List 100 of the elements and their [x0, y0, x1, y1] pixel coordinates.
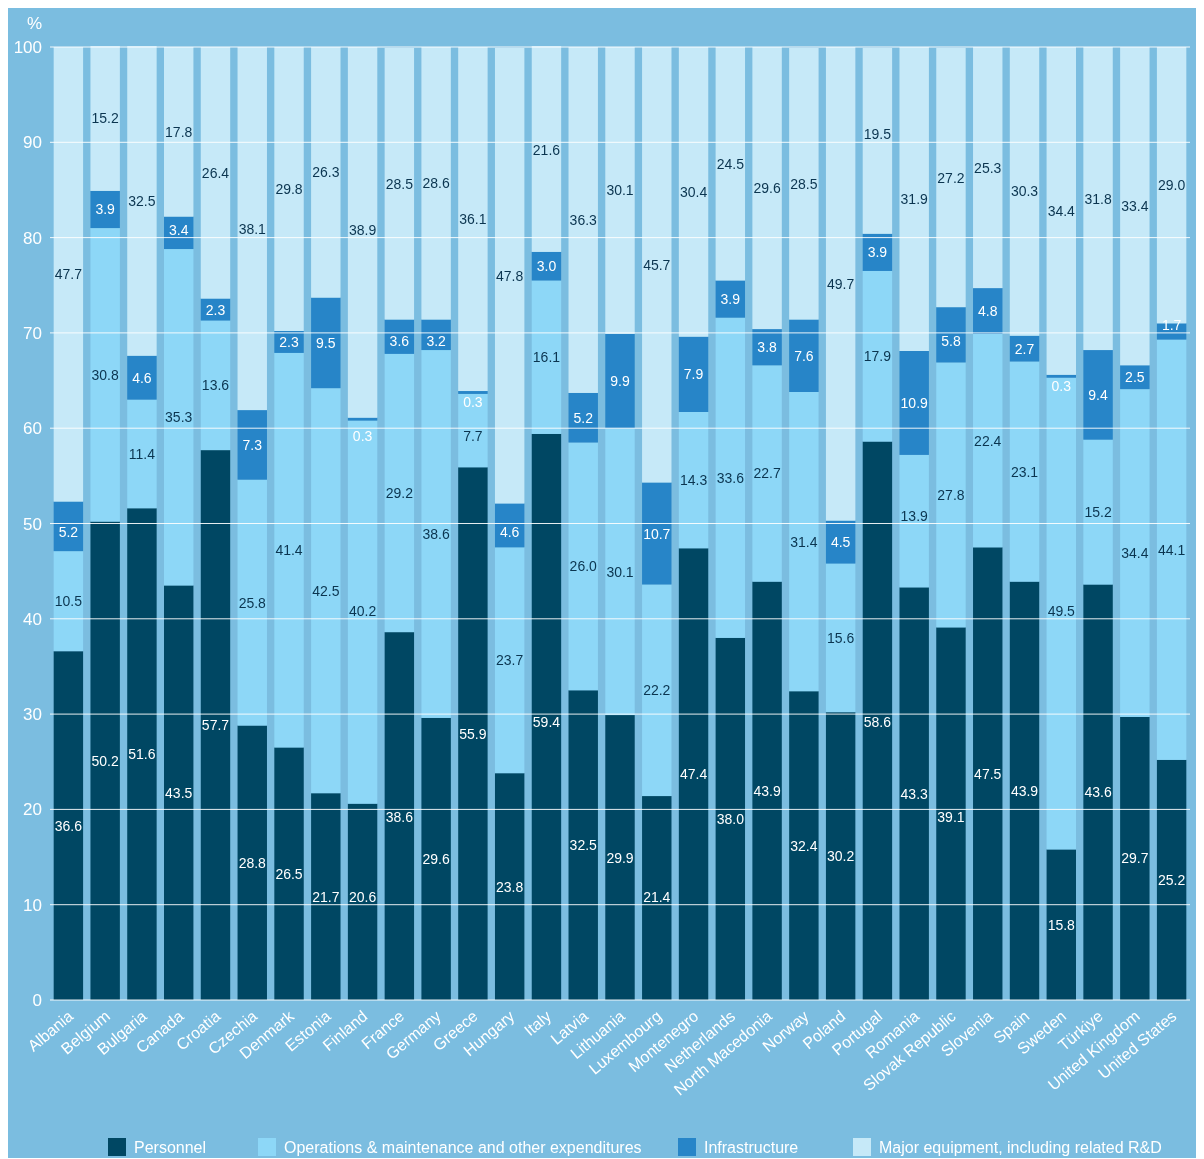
data-label: 0.3: [1051, 377, 1072, 394]
bar: [789, 391, 819, 692]
bar: [347, 420, 378, 804]
bar: [1120, 47, 1150, 366]
bar: [458, 467, 488, 1000]
bar: [494, 547, 525, 774]
bar: [531, 280, 562, 434]
bar: [715, 47, 746, 281]
bar: [862, 47, 893, 234]
data-label: 14.3: [679, 472, 708, 489]
data-label: 13.9: [900, 507, 929, 524]
bar: [715, 637, 746, 1000]
data-label: 7.3: [242, 436, 263, 453]
data-label: 9.9: [610, 373, 630, 390]
data-label: 38.0: [716, 810, 745, 827]
data-label: 17.9: [863, 348, 892, 365]
bar: [90, 190, 120, 229]
bar: [274, 352, 304, 748]
bar: [678, 336, 709, 412]
bar: [825, 47, 856, 521]
bar: [899, 47, 929, 352]
data-label: 31.9: [900, 191, 929, 207]
bar: [1083, 47, 1113, 351]
y-tick-label: 60: [23, 419, 42, 439]
data-label: 22.7: [753, 465, 781, 482]
bar: [347, 417, 378, 421]
bar: [568, 47, 598, 393]
data-label: 38.6: [422, 525, 450, 542]
data-label: 28.6: [422, 175, 450, 192]
bar: [1046, 849, 1076, 1000]
data-label: 3.4: [168, 221, 189, 238]
data-label: 45.7: [643, 256, 671, 273]
bar: [1009, 581, 1040, 1000]
data-label: 29.2: [385, 485, 414, 501]
data-label: 25.2: [1157, 871, 1186, 888]
data-label: 32.4: [790, 837, 818, 854]
data-label: 59.4: [532, 714, 561, 731]
data-label: 26.5: [275, 865, 303, 882]
data-label: 36.3: [569, 211, 598, 228]
bar: [568, 690, 598, 1000]
bar: [642, 47, 672, 483]
data-label: 30.2: [827, 848, 855, 865]
data-label: 36.1: [459, 211, 487, 228]
bar: [752, 47, 782, 330]
bar: [347, 803, 378, 1000]
data-label: 40.2: [348, 602, 377, 619]
bar: [164, 47, 194, 217]
data-label: 19.5: [863, 126, 892, 143]
data-label: 33.4: [1121, 198, 1149, 215]
bar: [1120, 389, 1150, 717]
bar: [1156, 759, 1187, 1000]
data-label: 50.2: [91, 752, 119, 769]
data-label: 21.6: [532, 142, 561, 159]
bar: [1046, 374, 1076, 378]
data-label: 47.8: [496, 267, 524, 284]
data-label: 34.4: [1121, 545, 1149, 562]
data-label: 47.5: [974, 765, 1002, 782]
data-label: 30.3: [1010, 183, 1039, 200]
data-label: 29.9: [606, 849, 634, 866]
bar: [53, 551, 84, 652]
bar: [825, 712, 856, 1000]
data-label: 58.6: [863, 714, 892, 731]
data-label: 31.8: [1084, 190, 1112, 207]
bar: [1046, 47, 1076, 375]
data-label: 39.1: [937, 809, 965, 826]
bar: [531, 433, 562, 1000]
data-label: 47.7: [54, 266, 83, 283]
y-tick-label: 50: [23, 514, 42, 534]
y-tick-label: 70: [23, 323, 42, 343]
data-label: 26.4: [201, 164, 230, 181]
bar: [458, 393, 488, 468]
data-label: 5.2: [573, 409, 594, 426]
bar: [862, 441, 893, 1000]
bar: [605, 47, 635, 334]
data-label: 32.5: [128, 192, 156, 209]
bar: [862, 270, 893, 442]
data-label: 0.3: [352, 428, 373, 445]
data-label: 4.6: [499, 523, 520, 540]
data-label: 9.5: [316, 334, 336, 351]
bar: [1120, 365, 1150, 390]
data-label: 30.4: [679, 183, 708, 200]
data-label: 44.1: [1157, 541, 1186, 558]
bar: [311, 47, 341, 298]
data-label: 0.3: [463, 393, 483, 410]
bar: [53, 651, 84, 1000]
data-label: 30.8: [91, 366, 119, 383]
data-label: 2.5: [1125, 369, 1145, 386]
data-label: 20.6: [348, 888, 377, 905]
bar: [53, 47, 84, 502]
bar: [421, 350, 451, 718]
data-label: 3.0: [536, 258, 557, 275]
bar: [127, 399, 157, 509]
data-label: 47.4: [679, 766, 708, 783]
data-label: 57.7: [201, 717, 230, 734]
data-label: 23.7: [496, 652, 524, 669]
bar: [936, 627, 966, 1000]
data-label: 10.7: [643, 525, 671, 542]
data-label: 16.1: [532, 349, 561, 366]
bar: [789, 319, 819, 392]
bar: [421, 717, 451, 1000]
